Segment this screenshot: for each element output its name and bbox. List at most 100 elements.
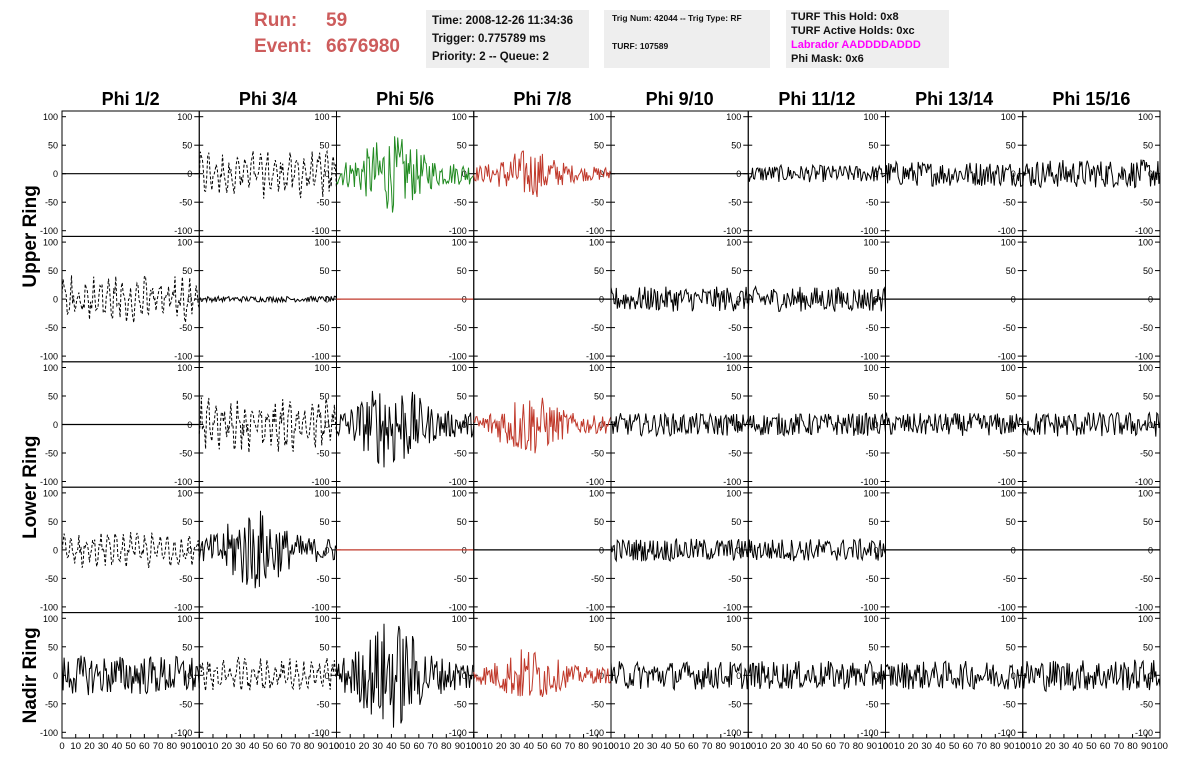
waveform-trace — [885, 660, 1024, 690]
time-info-box: Time: 2008-12-26 11:34:36 Trigger: 0.775… — [426, 10, 589, 68]
x-tick-label: 70 — [839, 741, 850, 752]
x-tick-label: 40 — [386, 741, 397, 752]
x-tick-label: 60 — [276, 741, 287, 752]
y-tick-label: 0 — [873, 420, 878, 430]
labrador-text: Labrador AADDDDADDD — [791, 39, 921, 51]
y-tick-label: -50 — [1003, 449, 1016, 459]
y-tick-label: 0 — [324, 295, 329, 305]
x-tick-label: 80 — [578, 741, 589, 752]
y-tick-label: -50 — [728, 699, 741, 709]
y-tick-label: 50 — [868, 642, 878, 652]
y-tick-label: -100 — [860, 602, 878, 612]
x-tick-label: 60 — [688, 741, 699, 752]
column-header: Phi 9/10 — [646, 89, 714, 109]
x-tick-label: 20 — [496, 741, 507, 752]
y-tick-label: 100 — [1138, 488, 1153, 498]
y-tick-label: -50 — [316, 323, 329, 333]
x-tick-label: 10 — [208, 741, 219, 752]
x-tick-label: 10 — [345, 741, 356, 752]
y-tick-label: -100 — [998, 226, 1016, 236]
y-tick-label: -50 — [179, 323, 192, 333]
y-tick-label: 50 — [731, 517, 741, 527]
y-tick-label: 100 — [863, 112, 878, 122]
x-tick-label: 40 — [798, 741, 809, 752]
y-tick-label: 100 — [452, 238, 467, 248]
y-tick-label: 50 — [594, 517, 604, 527]
x-tick-label: 70 — [427, 741, 438, 752]
y-tick-label: 50 — [319, 141, 329, 151]
y-tick-label: -50 — [316, 699, 329, 709]
panel-frame — [61, 235, 200, 363]
x-tick-label: 20 — [221, 741, 232, 752]
y-tick-label: 0 — [1148, 420, 1153, 430]
y-tick-label: 50 — [182, 642, 192, 652]
x-tick-label: 100 — [466, 741, 482, 752]
y-tick-label: -100 — [40, 477, 58, 487]
y-tick-label: 0 — [324, 420, 329, 430]
y-tick-label: 100 — [589, 112, 604, 122]
x-tick-label: 60 — [825, 741, 836, 752]
y-tick-label: -100 — [174, 477, 192, 487]
panel-frame — [198, 110, 337, 237]
panel-frame — [610, 612, 749, 739]
y-tick-label: -50 — [179, 198, 192, 208]
x-tick-label: 40 — [1072, 741, 1083, 752]
y-tick-label: 100 — [43, 112, 58, 122]
y-tick-label: -50 — [316, 449, 329, 459]
y-tick-label: 50 — [457, 642, 467, 652]
x-tick-label: 30 — [921, 741, 932, 752]
y-tick-label: -100 — [40, 728, 58, 738]
y-tick-label: 50 — [1006, 266, 1016, 276]
y-tick-label: -100 — [586, 226, 604, 236]
x-tick-label: 50 — [537, 741, 548, 752]
y-tick-label: -50 — [45, 198, 58, 208]
x-tick-label: 20 — [359, 741, 370, 752]
x-tick-label: 70 — [565, 741, 576, 752]
waveform-trace — [61, 274, 200, 323]
waveform-trace — [198, 510, 337, 589]
x-tick-label: 100 — [740, 741, 756, 752]
panel-frame — [61, 486, 200, 614]
waveform-trace — [610, 286, 749, 312]
waveform-trace — [747, 163, 886, 183]
y-tick-label: -50 — [865, 699, 878, 709]
y-tick-label: 0 — [53, 420, 58, 430]
waveform-trace — [885, 160, 1024, 188]
y-tick-label: -100 — [311, 728, 329, 738]
x-tick-label: 80 — [441, 741, 452, 752]
y-tick-label: -100 — [860, 352, 878, 362]
y-tick-label: -100 — [449, 352, 467, 362]
x-tick-label: 30 — [784, 741, 795, 752]
column-header: Phi 5/6 — [376, 89, 434, 109]
y-tick-label: 0 — [53, 295, 58, 305]
y-tick-label: 50 — [48, 642, 58, 652]
y-tick-label: -50 — [45, 449, 58, 459]
y-tick-label: -100 — [1135, 352, 1153, 362]
y-tick-label: 100 — [177, 614, 192, 624]
y-tick-label: -50 — [1003, 574, 1016, 584]
y-tick-label: -50 — [316, 198, 329, 208]
y-tick-label: 50 — [457, 266, 467, 276]
row-label: Lower Ring — [20, 435, 41, 538]
y-tick-label: 0 — [187, 671, 192, 681]
y-tick-label: 50 — [868, 266, 878, 276]
y-tick-label: -50 — [865, 449, 878, 459]
y-tick-label: -50 — [591, 198, 604, 208]
waveform-trace — [1022, 411, 1161, 437]
y-tick-label: -50 — [1003, 699, 1016, 709]
y-tick-label: -100 — [311, 477, 329, 487]
y-tick-label: 50 — [182, 392, 192, 402]
y-tick-label: 100 — [863, 238, 878, 248]
x-tick-label: 30 — [235, 741, 246, 752]
y-tick-label: 100 — [314, 238, 329, 248]
x-tick-label: 60 — [1100, 741, 1111, 752]
y-tick-label: 50 — [1143, 517, 1153, 527]
y-tick-label: -50 — [454, 198, 467, 208]
y-tick-label: -50 — [1003, 323, 1016, 333]
y-tick-label: 50 — [457, 517, 467, 527]
y-tick-label: -100 — [1135, 602, 1153, 612]
turf-text: TURF: 107589 — [612, 41, 669, 51]
waveform-trace — [747, 412, 886, 437]
x-tick-label: 90 — [1141, 741, 1152, 752]
x-tick-label: 0 — [608, 741, 613, 752]
